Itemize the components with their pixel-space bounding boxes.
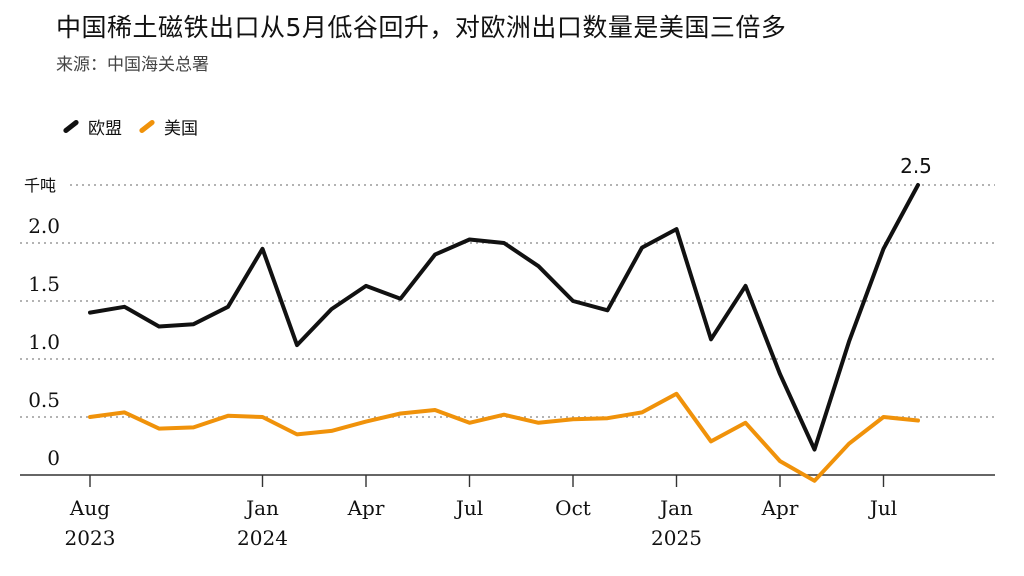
- chart-legend: 欧盟 美国: [62, 114, 214, 139]
- y-tick-label: 0.5: [28, 388, 60, 412]
- legend-label-us: 美国: [164, 119, 198, 139]
- x-tick-label: Apr: [347, 496, 385, 520]
- series-line-us: [88, 391, 920, 483]
- x-tick-label: Aug: [69, 496, 110, 520]
- legend-item-eu: 欧盟: [62, 114, 122, 139]
- x-tick-label: Jul: [868, 496, 897, 520]
- x-tick-label: Jan: [658, 496, 693, 520]
- x-tick-year-label: 2024: [237, 526, 288, 550]
- label-layer: 0 0.5 1.0 1.5 2.0 千吨 Aug 2023 Jan 2024 Apr Jul Oct Ja…: [24, 154, 932, 550]
- x-tick-label: Jul: [454, 496, 483, 520]
- y-tick-label: 1.5: [28, 272, 60, 296]
- y-tick-label: 2.0: [28, 214, 60, 238]
- x-tick-year-label: 2023: [65, 526, 116, 550]
- chart-source: 来源：中国海关总署: [56, 55, 209, 75]
- y-unit-label: 千吨: [24, 176, 56, 195]
- series-layer: [88, 183, 920, 483]
- series-end-label-eu: 2.5: [900, 154, 932, 178]
- x-tick-label: Apr: [761, 496, 799, 520]
- legend-item-us: 美国: [138, 114, 198, 139]
- x-tick-label: Jan: [244, 496, 279, 520]
- axis-layer: [20, 474, 995, 487]
- grid-layer: [20, 184, 995, 418]
- y-tick-label: 0: [47, 446, 60, 470]
- chart-title: 中国稀土磁铁出口从5月低谷回升，对欧洲出口数量是美国三倍多: [56, 13, 787, 42]
- legend-label-eu: 欧盟: [88, 119, 122, 139]
- x-tick-year-label: 2025: [651, 526, 702, 550]
- series-line-eu: [88, 183, 920, 452]
- x-tick-label: Oct: [555, 496, 591, 520]
- y-tick-label: 1.0: [28, 330, 60, 354]
